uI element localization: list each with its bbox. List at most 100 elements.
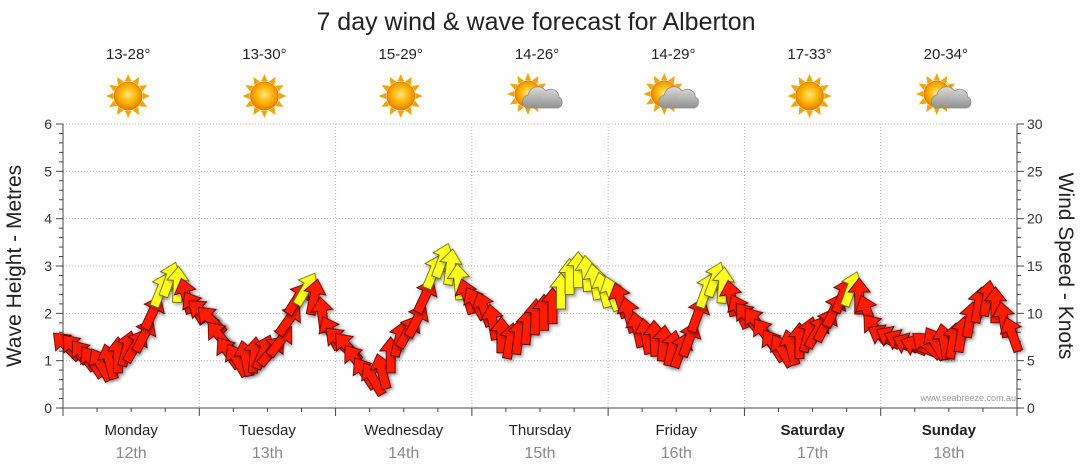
sun-ray [397, 110, 404, 118]
sun-ray [142, 92, 151, 100]
y-axis-left-label: Wave Height - Metres [3, 165, 26, 367]
y-right-tick-label: 25 [1027, 163, 1043, 179]
y-left-tick-label: 0 [44, 400, 52, 416]
x-axis-day-labels: Monday 12th Tuesday 13th Wednesday 14th Thursd… [104, 422, 976, 462]
sun-ray [411, 85, 420, 92]
partly-cloudy-icon [507, 73, 563, 115]
sun-rays [106, 74, 151, 118]
temperature-range: 17-33° [787, 46, 831, 63]
x-date-label: 13th [252, 445, 283, 462]
sun-ray [109, 100, 118, 107]
sun-ray [947, 83, 956, 90]
sun-ray [806, 110, 813, 118]
sun-ray [405, 107, 412, 116]
temperature-range: 13-30° [242, 46, 286, 63]
temperature-range: 20-34° [924, 46, 968, 63]
cloud [658, 86, 699, 109]
x-day-label: Sunday [922, 422, 977, 439]
sun-ray [139, 85, 148, 92]
sun-disc [795, 81, 824, 111]
y-right-tick-label: 0 [1027, 400, 1035, 416]
sun-ray [820, 100, 829, 107]
wind-arrow [999, 316, 1024, 354]
x-day-label: Thursday [509, 422, 572, 439]
y-left-tick-label: 5 [44, 163, 52, 179]
chart-title: 7 day wind & wave forecast for Alberton [316, 8, 755, 36]
x-day-label: Saturday [780, 422, 845, 439]
sun-ray [918, 98, 927, 105]
x-date-label: 15th [524, 445, 555, 462]
x-day-label: Monday [104, 422, 158, 439]
x-date-label: 16th [661, 445, 692, 462]
x-day-label: Tuesday [239, 422, 296, 439]
sun-ray [517, 104, 524, 113]
sun-ray [814, 76, 821, 85]
sun-ray [653, 104, 661, 113]
x-day-label: Friday [655, 422, 697, 439]
x-date-label: 17th [797, 445, 828, 462]
temperature-range: 14-29° [651, 46, 695, 63]
gridlines [63, 123, 1017, 408]
sun-ray [532, 75, 539, 84]
wind-arrow [711, 266, 736, 304]
sun-ray [787, 92, 795, 100]
sun-ray [933, 73, 940, 81]
sun-ray [268, 76, 276, 85]
wind-arrow [847, 277, 872, 315]
sun-ray [538, 83, 547, 90]
sun-rays [787, 74, 832, 118]
sun-ray [918, 83, 927, 90]
sun-ray [653, 75, 661, 84]
sun-ray [405, 76, 412, 85]
sun-ray [109, 85, 118, 92]
daily-forecast-row: 13-28° 13-30° 15-29° 14-26° 14-29° 17-33° 20-3… [106, 46, 972, 118]
sun-ray [275, 85, 284, 92]
sun-ray [820, 85, 829, 92]
sun-ray [941, 75, 948, 84]
sun-ray [132, 76, 140, 85]
sun-ray [933, 107, 940, 115]
sun-ray [524, 107, 532, 115]
x-day-label: Wednesday [364, 422, 443, 439]
sun-ray [139, 100, 148, 107]
sun-ray [261, 74, 268, 82]
sun-ray [132, 107, 140, 116]
sun-ray [509, 83, 518, 90]
sun-ray [253, 107, 260, 116]
cloud-shape [522, 86, 563, 109]
y-left-tick-label: 2 [44, 305, 52, 321]
sun-ray [245, 85, 254, 92]
y-left-tick-label: 6 [44, 116, 52, 132]
y-left-tick-label: 3 [44, 258, 52, 274]
sun-icon [378, 74, 423, 118]
sun-ray [507, 90, 515, 98]
sun-ray [389, 107, 397, 116]
sun-ray [524, 73, 532, 81]
sun-rays [378, 74, 423, 118]
temperature-range: 15-29° [379, 46, 423, 63]
sun-ray [411, 100, 420, 107]
sun-ray [397, 74, 404, 82]
sun-ray [389, 76, 397, 85]
cloud [522, 86, 563, 109]
sun-ray [381, 85, 390, 92]
sun-ray [242, 92, 250, 100]
wind-arrow [983, 286, 1008, 324]
sun-icon [242, 74, 287, 118]
sun-ray [268, 107, 276, 116]
y-right-tick-label: 15 [1027, 258, 1043, 274]
sun-disc [386, 81, 416, 111]
sun-ray [646, 98, 654, 105]
cloud [930, 86, 972, 109]
sun-ray [798, 107, 806, 116]
sun-icon [106, 74, 151, 118]
y-right-tick-label: 10 [1027, 305, 1043, 321]
x-date-label: 14th [388, 445, 419, 462]
sun-ray [915, 90, 924, 98]
sun-ray [261, 110, 268, 118]
y-axis-right-label: Wind Speed - Knots [1054, 173, 1077, 360]
sun-ray [814, 107, 821, 116]
wind-arrow [165, 265, 190, 304]
sun-ray [806, 74, 813, 82]
